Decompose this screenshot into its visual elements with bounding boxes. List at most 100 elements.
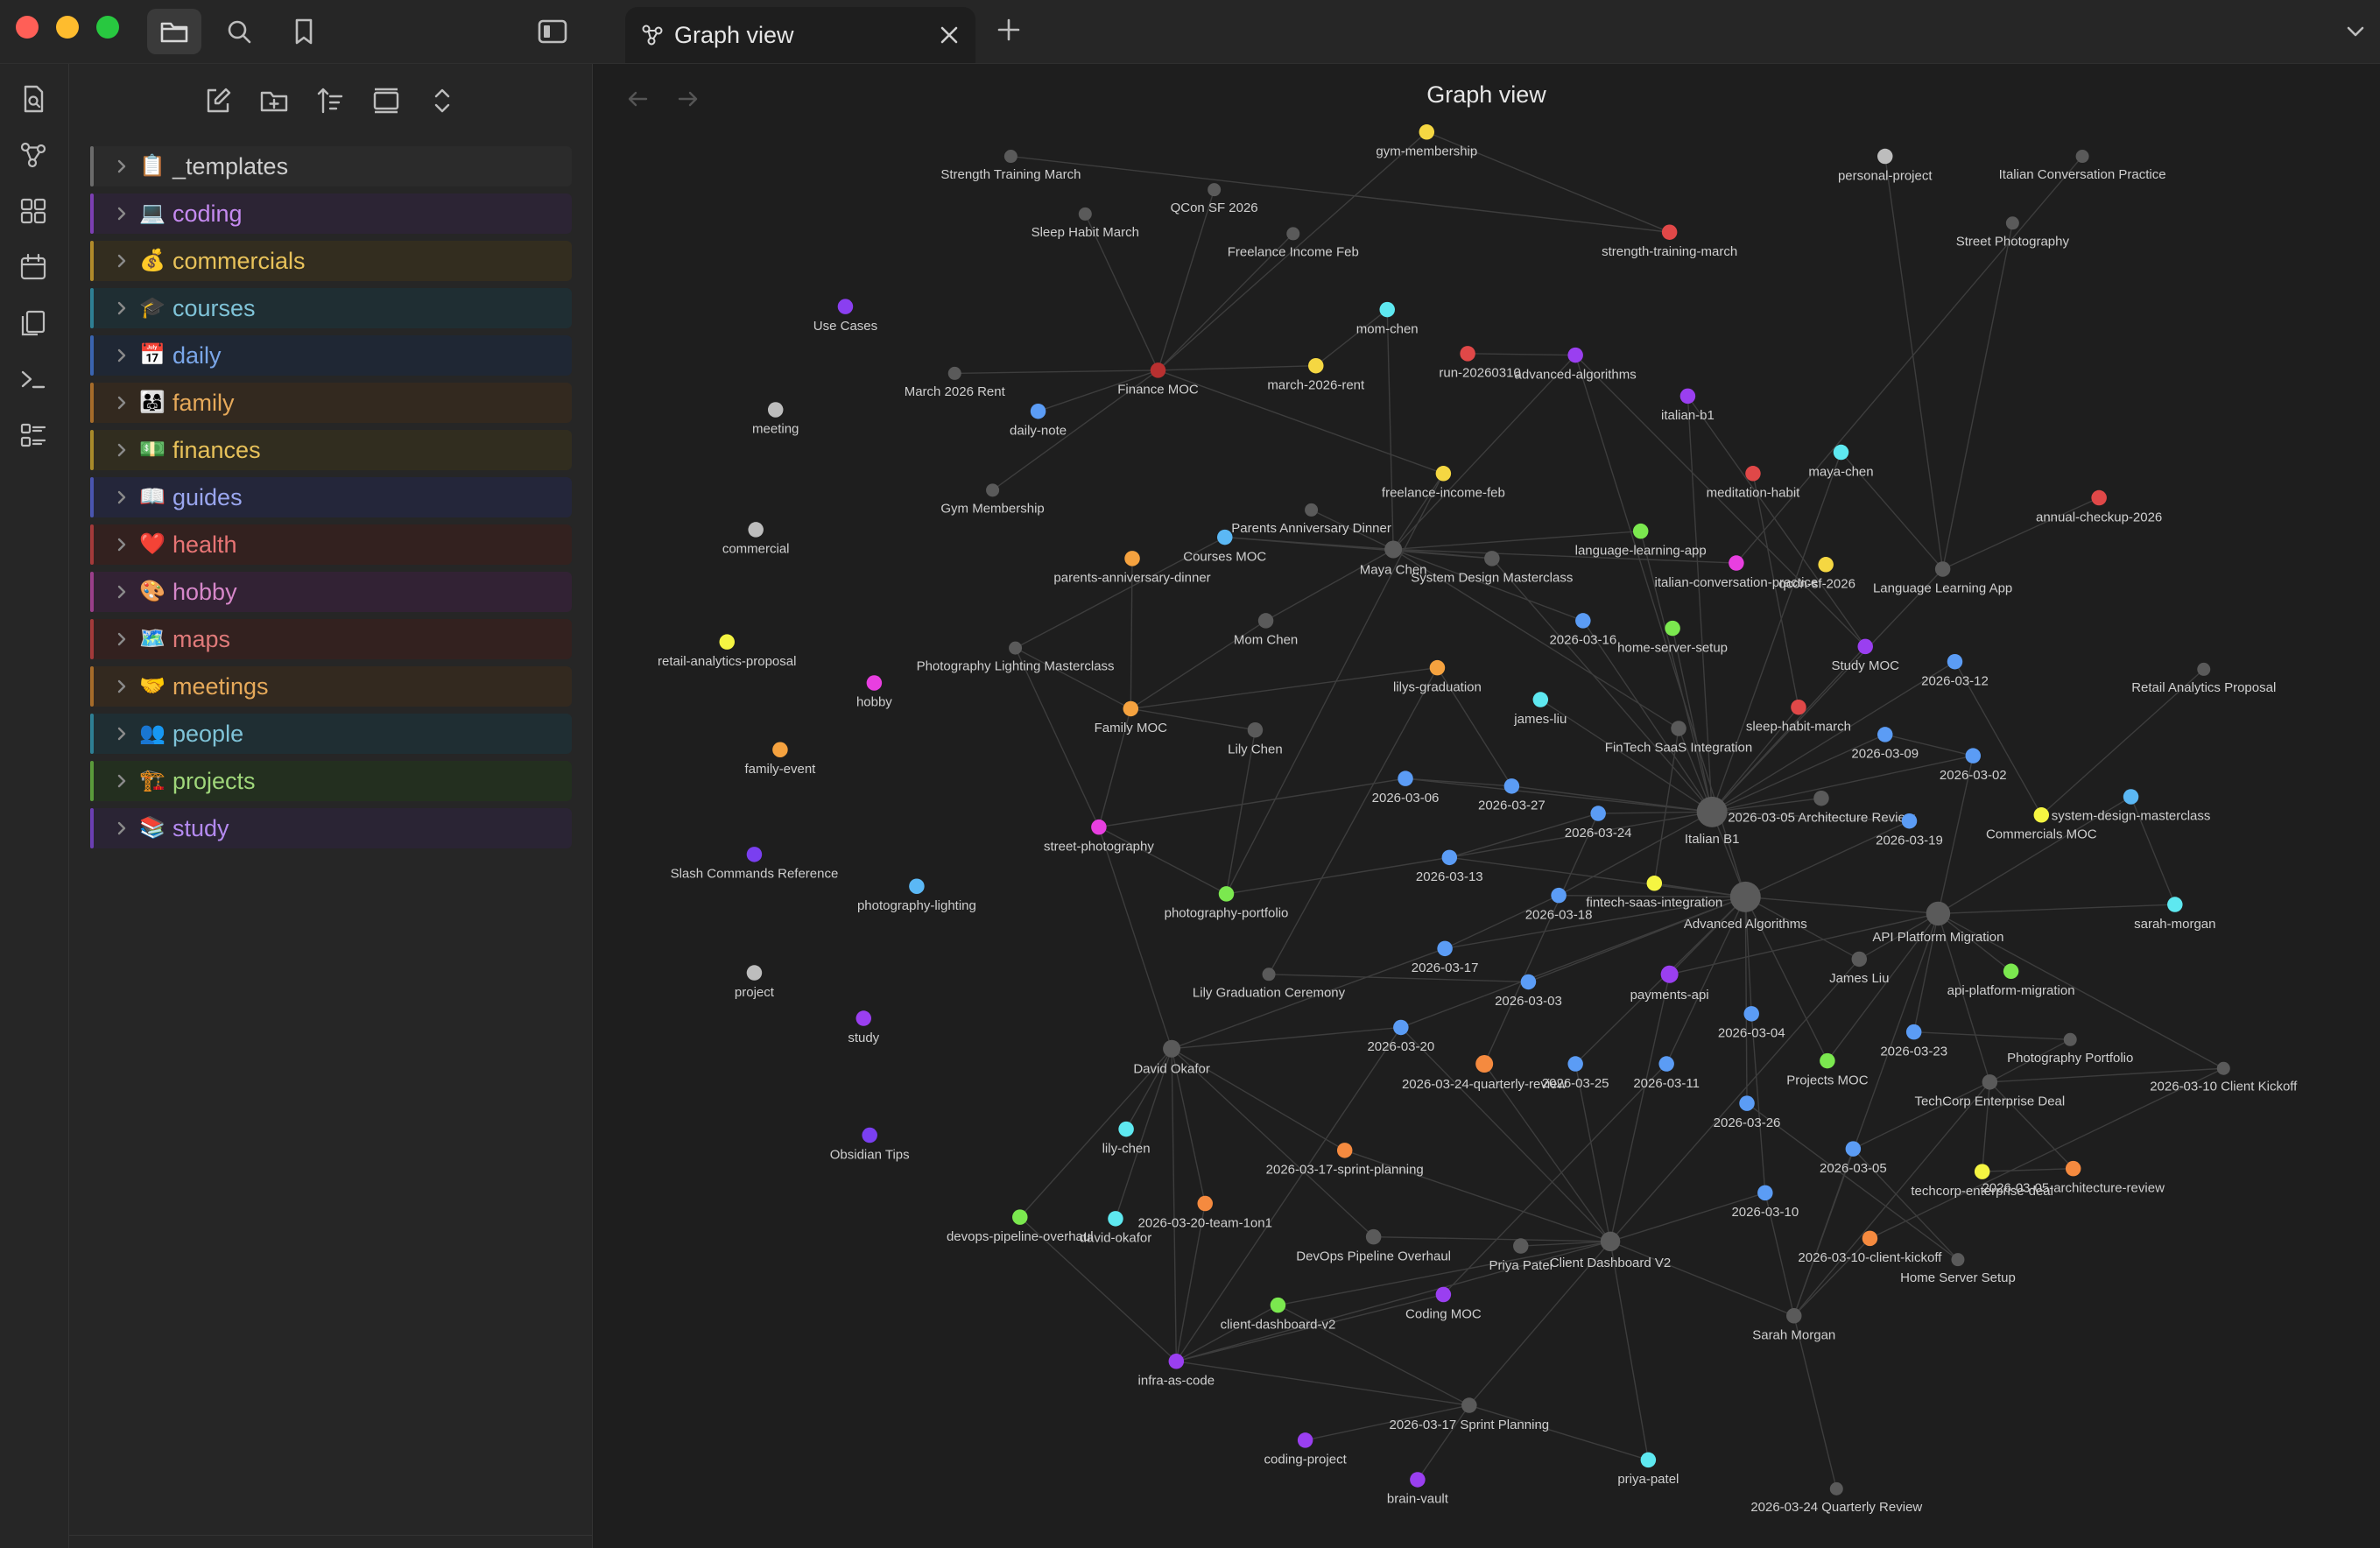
sidebar-folder-hobby[interactable]: 🎨 hobby bbox=[90, 572, 572, 612]
graph-node-dot[interactable] bbox=[2005, 216, 2019, 230]
graph-node-priya-patel[interactable]: priya-patel bbox=[1617, 1452, 1679, 1488]
graph-node-sarah-morgan-t[interactable]: Sarah Morgan bbox=[1752, 1308, 1835, 1343]
graph-node-italian-conv-practice-t[interactable]: Italian Conversation Practice bbox=[1999, 150, 2166, 182]
graph-node-qcon-sf-2026[interactable]: qcon-sf-2026 bbox=[1778, 557, 1855, 592]
graph-node-dot[interactable] bbox=[1475, 1055, 1494, 1073]
graph-node-dot[interactable] bbox=[1257, 613, 1274, 629]
graph-node-d-2026-03-19[interactable]: 2026-03-19 bbox=[1876, 813, 1943, 848]
graph-node-use-cases[interactable]: Use Cases bbox=[813, 299, 877, 334]
sidebar-folder-study[interactable]: 📚 study bbox=[90, 808, 572, 848]
graph-node-dot[interactable] bbox=[2075, 150, 2089, 164]
graph-node-devops-pipeline-overhaul[interactable]: devops-pipeline-overhaul bbox=[947, 1209, 1094, 1244]
graph-node-dot[interactable] bbox=[2197, 662, 2211, 676]
graph-node-meditation-habit[interactable]: meditation-habit bbox=[1707, 466, 1801, 501]
sidebar-folder-projects[interactable]: 🏗️ projects bbox=[90, 761, 572, 801]
sidebar-folder-guides[interactable]: 📖 guides bbox=[90, 477, 572, 517]
graph-node-dot[interactable] bbox=[1640, 1452, 1657, 1468]
graph-node-dot[interactable] bbox=[1247, 721, 1264, 738]
graph-node-coding-moc[interactable]: Coding MOC bbox=[1405, 1286, 1482, 1322]
graph-node-payments-api[interactable]: payments-api bbox=[1630, 965, 1709, 1003]
new-tab-button[interactable] bbox=[991, 12, 1026, 47]
change-sort-order-button[interactable] bbox=[309, 80, 351, 122]
graph-node-meeting[interactable]: meeting bbox=[752, 402, 799, 437]
graph-node-obsidian-tips[interactable]: Obsidian Tips bbox=[830, 1127, 910, 1163]
graph-node-dot[interactable] bbox=[1218, 886, 1235, 902]
graph-node-d-2026-03-13[interactable]: 2026-03-13 bbox=[1416, 849, 1483, 885]
graph-node-dot[interactable] bbox=[1974, 1164, 1990, 1179]
graph-node-dot[interactable] bbox=[1829, 1481, 1843, 1495]
graph-node-photography-portfolio-t[interactable]: Photography Portfolio bbox=[2007, 1032, 2133, 1066]
graph-node-fintech-saas-t[interactable]: FinTech SaaS Integration bbox=[1605, 721, 1752, 756]
auto-reveal-button[interactable] bbox=[365, 80, 407, 122]
graph-node-client-dashboard-v2[interactable]: client-dashboard-v2 bbox=[1221, 1297, 1336, 1333]
graph-node-dot[interactable] bbox=[1786, 1308, 1802, 1324]
tab-graph-view[interactable]: Graph view bbox=[625, 7, 975, 63]
graph-node-dot[interactable] bbox=[1437, 940, 1453, 957]
graph-node-dot[interactable] bbox=[1661, 224, 1678, 240]
sidebar-folder-family[interactable]: 👨‍👩‍👧 family bbox=[90, 383, 572, 423]
open-graph-view-button[interactable] bbox=[12, 134, 54, 176]
graph-node-gym-membership[interactable]: gym-membership bbox=[1376, 124, 1477, 159]
graph-node-lily-graduation-t[interactable]: Lily Graduation Ceremony bbox=[1193, 968, 1346, 1000]
graph-node-language-learning-app-t[interactable]: Language Learning App bbox=[1873, 561, 2012, 596]
graph-node-dot[interactable] bbox=[2033, 807, 2050, 823]
graph-node-dot[interactable] bbox=[1441, 849, 1458, 866]
graph-node-d-2026-03-09[interactable]: 2026-03-09 bbox=[1851, 727, 1919, 762]
sidebar-folder-maps[interactable]: 🗺️ maps bbox=[90, 619, 572, 659]
graph-node-dot[interactable] bbox=[1820, 1052, 1835, 1069]
graph-node-dot[interactable] bbox=[1208, 183, 1222, 197]
sidebar-folder-daily[interactable]: 📅 daily bbox=[90, 335, 572, 376]
graph-node-commercials-moc[interactable]: Commercials MOC bbox=[1986, 807, 2097, 842]
graph-node-hobby[interactable]: hobby bbox=[856, 675, 892, 710]
graph-node-qcon[interactable]: QCon SF 2026 bbox=[1171, 183, 1258, 215]
graph-node-dot[interactable] bbox=[1384, 540, 1403, 559]
graph-node-photography-portfolio[interactable]: photography-portfolio bbox=[1165, 886, 1289, 921]
tab-list-button[interactable] bbox=[2338, 14, 2373, 49]
graph-node-dot[interactable] bbox=[1739, 1095, 1755, 1111]
graph-node-italian-conversation-practice[interactable]: italian-conversation-practice bbox=[1655, 555, 1819, 590]
graph-node-photography-lighting[interactable]: photography-lighting bbox=[857, 878, 976, 913]
graph-node-d-2026-03-20[interactable]: 2026-03-20 bbox=[1367, 1019, 1434, 1055]
graph-node-priya-patel-t[interactable]: Priya Patel bbox=[1489, 1238, 1553, 1273]
graph-node-dot[interactable] bbox=[2003, 963, 2019, 980]
graph-node-infra-as-code[interactable]: infra-as-code bbox=[1138, 1354, 1215, 1389]
sidebar-folder-finances[interactable]: 💵 finances bbox=[90, 430, 572, 470]
graph-node-dot[interactable] bbox=[746, 847, 763, 862]
graph-node-fintech-saas-integration[interactable]: fintech-saas-integration bbox=[1586, 876, 1722, 911]
graph-node-dot[interactable] bbox=[1532, 692, 1549, 707]
graph-node-strength-training-march-t[interactable]: Strength Training March bbox=[940, 150, 1081, 182]
graph-node-d-2026-03-05[interactable]: 2026-03-05 bbox=[1820, 1141, 1887, 1176]
graph-node-sleep-habit-march[interactable]: sleep-habit-march bbox=[1746, 699, 1851, 735]
graph-node-dot[interactable] bbox=[1393, 1019, 1409, 1036]
graph-node-dot[interactable] bbox=[767, 402, 784, 418]
graph-node-dot[interactable] bbox=[1877, 727, 1893, 742]
graph-node-d-2026-03-10[interactable]: 2026-03-10 bbox=[1731, 1185, 1799, 1221]
graph-node-dot[interactable] bbox=[1833, 444, 1849, 461]
graph-node-dot[interactable] bbox=[1745, 466, 1761, 482]
graph-node-dot[interactable] bbox=[986, 483, 1000, 497]
graph-node-dot[interactable] bbox=[862, 1127, 877, 1143]
graph-node-dot[interactable] bbox=[1813, 790, 1829, 806]
graph-node-dot[interactable] bbox=[1124, 551, 1140, 566]
graph-node-dot[interactable] bbox=[1168, 1354, 1185, 1369]
graph-node-d-2026-03-27[interactable]: 2026-03-27 bbox=[1478, 778, 1546, 813]
graph-node-sprint-planning[interactable]: 2026-03-17-sprint-planning bbox=[1266, 1143, 1424, 1178]
graph-node-dot[interactable] bbox=[719, 634, 736, 650]
graph-node-dot[interactable] bbox=[1012, 1209, 1028, 1225]
graph-node-dot[interactable] bbox=[2063, 1032, 2077, 1046]
graph-node-dot[interactable] bbox=[1575, 613, 1591, 629]
sidebar-folder-courses[interactable]: 🎓 courses bbox=[90, 288, 572, 328]
graph-node-coding-project[interactable]: coding-project bbox=[1264, 1432, 1348, 1467]
graph-node-d-2026-03-06[interactable]: 2026-03-06 bbox=[1372, 770, 1440, 806]
graph-node-courses-moc[interactable]: Courses MOC bbox=[1183, 529, 1266, 565]
graph-node-dot[interactable] bbox=[1308, 357, 1324, 374]
graph-node-study-moc[interactable]: Study MOC bbox=[1831, 638, 1899, 674]
graph-node-api-platform-migration[interactable]: api-platform-migration bbox=[1947, 963, 2075, 999]
graph-node-march-2026-rent[interactable]: march-2026-rent bbox=[1267, 357, 1365, 393]
open-quick-switcher-button[interactable] bbox=[12, 78, 54, 120]
graph-node-dot[interactable] bbox=[1600, 1231, 1621, 1252]
graph-node-dot[interactable] bbox=[2091, 489, 2107, 506]
graph-node-d-2026-03-11[interactable]: 2026-03-11 bbox=[1633, 1056, 1700, 1091]
sidebar-folder-coding[interactable]: 💻 coding bbox=[90, 194, 572, 234]
graph-node-team-1on1[interactable]: 2026-03-20-team-1on1 bbox=[1138, 1195, 1272, 1231]
